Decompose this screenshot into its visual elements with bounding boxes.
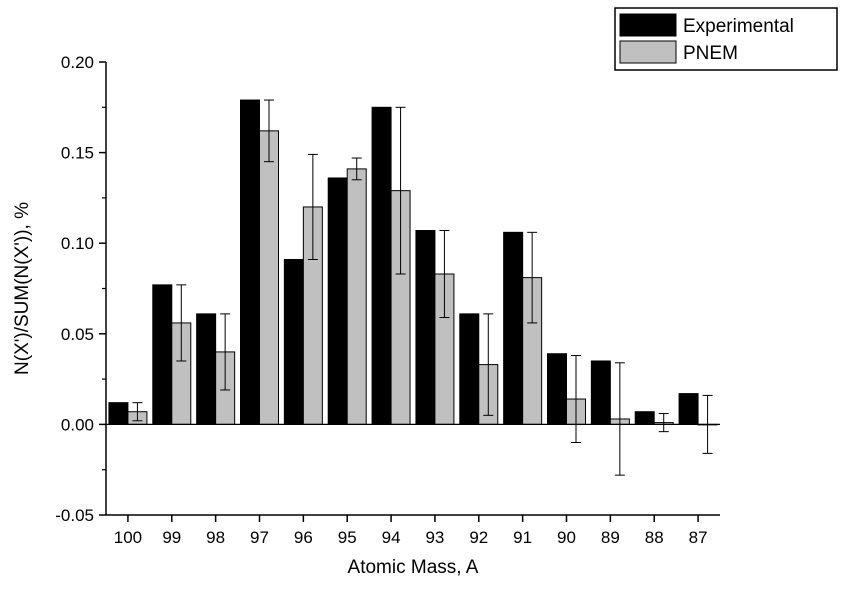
legend-swatch-experimental: [619, 13, 677, 37]
bar-experimental-89: [590, 360, 611, 425]
x-tick-label: 92: [469, 528, 488, 547]
error-bar-pnem-97: [264, 99, 274, 163]
error-bar-pnem-91: [527, 231, 538, 324]
bar-experimental-96: [283, 259, 304, 425]
legend: Experimental PNEM: [614, 7, 838, 71]
legend-label-pnem: PNEM: [683, 43, 738, 64]
x-axis-title: Atomic Mass, A: [348, 557, 479, 578]
x-tick-label: 90: [557, 528, 576, 547]
x-tick-label: 94: [382, 528, 401, 547]
x-tick-label: 99: [162, 528, 181, 547]
bar-experimental-87: [678, 393, 699, 425]
bar-experimental-90: [547, 353, 567, 425]
x-tick-label: 100: [114, 528, 142, 547]
error-bar-pnem-90: [571, 355, 581, 444]
error-bar-pnem-95: [351, 157, 362, 181]
bar-experimental-93: [415, 230, 436, 425]
x-tick-label: 93: [425, 528, 444, 547]
bar-experimental-99: [152, 284, 173, 425]
error-bar-pnem-100: [132, 402, 143, 422]
y-tick-label: 0.10: [61, 234, 94, 253]
bar-experimental-98: [196, 313, 217, 425]
x-tick-label: 87: [689, 528, 708, 547]
bar-experimental-94: [371, 106, 392, 425]
error-bar-pnem-89: [614, 362, 625, 476]
x-tick-label: 88: [645, 528, 664, 547]
y-tick-label: 0.00: [61, 415, 94, 434]
error-bar-pnem-96: [307, 153, 318, 261]
y-tick-label: -0.05: [55, 506, 94, 525]
error-bar-pnem-93: [439, 230, 450, 318]
x-tick-label: 89: [601, 528, 620, 547]
x-tick-label: 91: [513, 528, 532, 547]
error-bar-pnem-92: [483, 313, 494, 416]
legend-swatch-pnem: [619, 40, 677, 64]
error-bar-pnem-98: [220, 313, 231, 391]
y-tick-label: 0.15: [61, 144, 94, 163]
axes: Atomic Mass, A N(X')/SUM(N(X')), % -0.05…: [12, 53, 720, 578]
error-bar-pnem-88: [658, 413, 669, 433]
bar-experimental-92: [459, 313, 480, 425]
bar-experimental-91: [503, 231, 524, 425]
x-tick-label: 97: [250, 528, 269, 547]
bar-experimental-97: [240, 99, 260, 425]
plot-area: [108, 99, 718, 476]
y-tick-label: 0.05: [61, 325, 94, 344]
bar-experimental-88: [634, 411, 655, 425]
x-tick-label: 98: [206, 528, 225, 547]
x-tick-label: 95: [338, 528, 357, 547]
error-bar-pnem-94: [395, 106, 406, 275]
bar-experimental-95: [327, 177, 348, 425]
y-axis-title: N(X')/SUM(N(X')), %: [12, 202, 33, 375]
bar-pnem-95: [346, 168, 367, 425]
bar-pnem-97: [259, 130, 279, 425]
error-bar-pnem-99: [176, 284, 187, 362]
bar-experimental-100: [108, 402, 129, 425]
y-tick-label: 0.20: [61, 53, 94, 72]
x-tick-label: 96: [294, 528, 313, 547]
legend-label-experimental: Experimental: [683, 16, 794, 37]
